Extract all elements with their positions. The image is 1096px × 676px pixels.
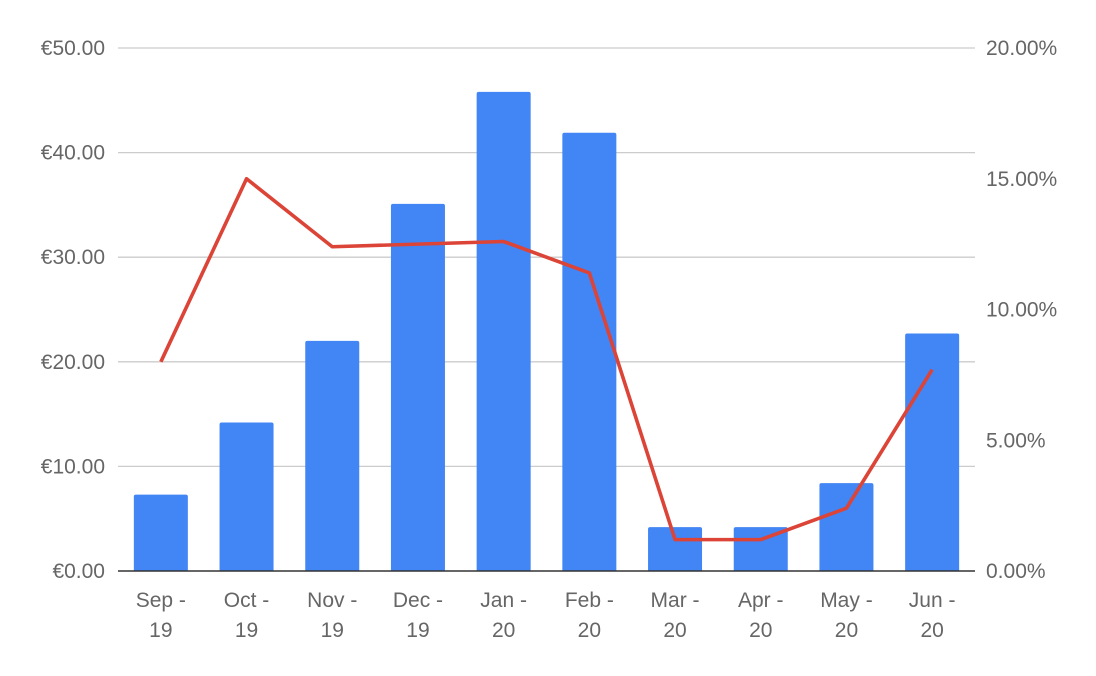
- x-tick-label: Oct -19: [224, 589, 270, 642]
- bar: [305, 340, 360, 571]
- y-left-tick-label: €20.00: [41, 351, 105, 374]
- x-tick-label: Nov -19: [307, 589, 357, 642]
- bar: [133, 494, 188, 571]
- line-layer: [159, 176, 934, 542]
- y-right-tick-label: 20.00%: [986, 37, 1057, 60]
- y-left-tick-label: €10.00: [41, 455, 105, 478]
- axis-layer: €0.00 €10.00 €20.00 €30.00 €40.00 €50.00 0.00%…: [41, 37, 1057, 642]
- x-tick-label: Mar -20: [651, 589, 700, 642]
- bar: [562, 132, 617, 571]
- bar: [390, 203, 445, 571]
- bar: [476, 91, 531, 571]
- bar: [648, 527, 703, 571]
- y-left-tick-label: €30.00: [41, 246, 105, 269]
- x-tick-label: Apr -20: [738, 589, 784, 642]
- bar-layer: [133, 91, 960, 571]
- bar: [219, 422, 274, 571]
- x-tick-label: Feb -20: [565, 589, 614, 642]
- line-series: [159, 176, 934, 542]
- y-right-tick-label: 15.00%: [986, 168, 1057, 191]
- y-right-tick-label: 5.00%: [986, 429, 1046, 452]
- x-tick-label: Jun -20: [909, 589, 956, 642]
- y-left-tick-label: €40.00: [41, 142, 105, 165]
- y-left-tick-label: €50.00: [41, 37, 105, 60]
- x-tick-label: Jan -20: [480, 589, 527, 642]
- bar: [819, 483, 874, 571]
- y-right-tick-label: 10.00%: [986, 299, 1057, 322]
- y-right-tick-label: 0.00%: [986, 560, 1046, 583]
- x-tick-label: Sep -19: [136, 589, 186, 642]
- x-tick-label: Dec -19: [393, 589, 443, 642]
- bar: [905, 333, 960, 571]
- y-left-tick-label: €0.00: [52, 560, 105, 583]
- x-tick-label: May -20: [820, 589, 873, 642]
